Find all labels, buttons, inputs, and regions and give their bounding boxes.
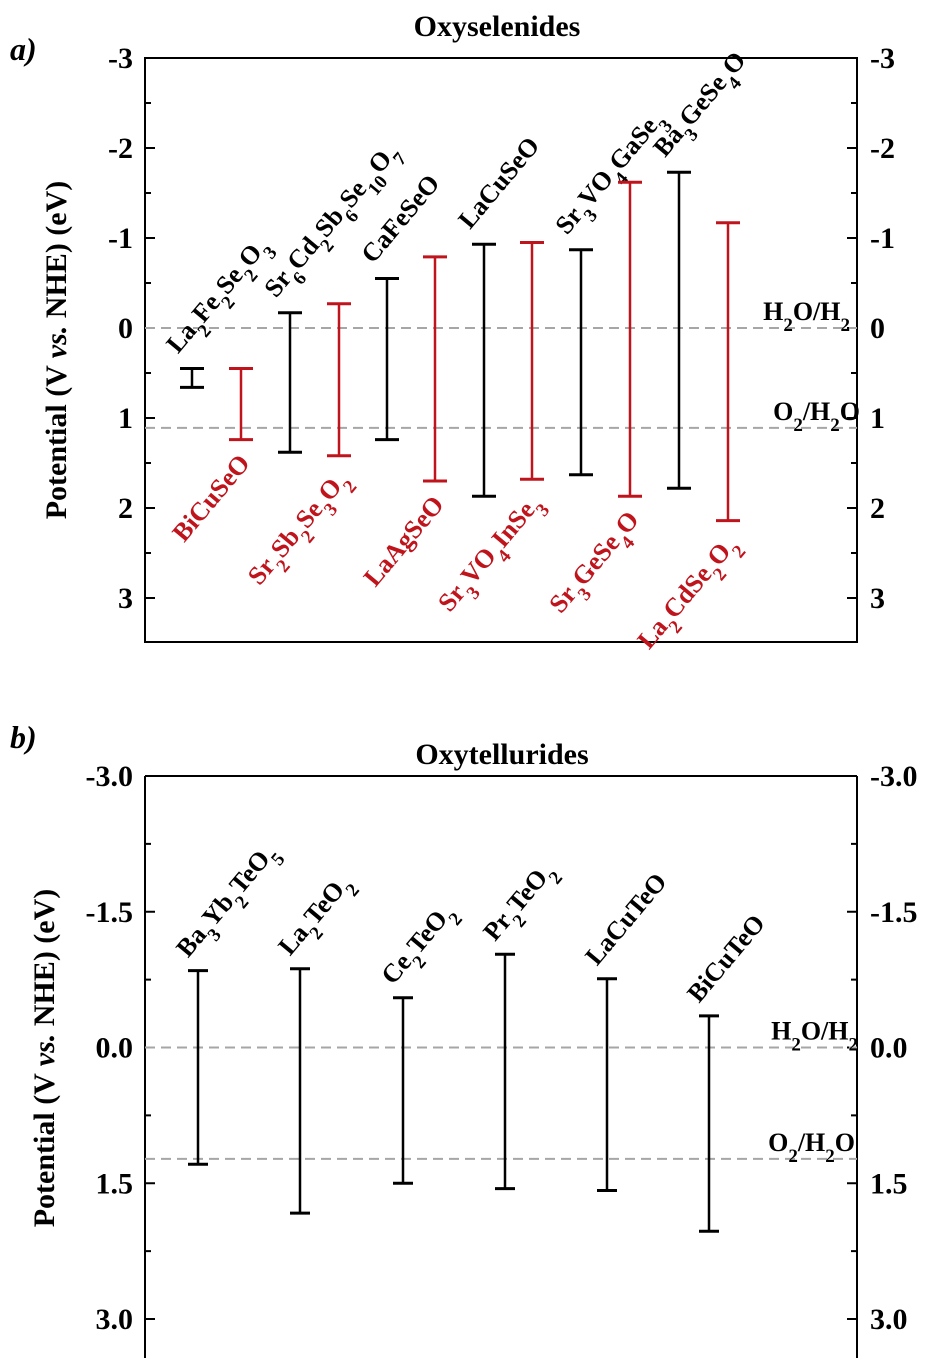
- panel-a-title: Oxyselenides: [414, 10, 581, 43]
- panel-b-y-axis-label: Potential (V vs. NHE) (eV): [28, 889, 61, 1228]
- y-tick-label-right: -3: [870, 42, 895, 75]
- y-tick-label-right: -2: [870, 132, 895, 165]
- band-bar-pr2teo2: Pr2TeO2: [477, 856, 567, 1191]
- panel-b-reference-lines: H2O/H2 O2/H2O: [145, 1017, 858, 1167]
- y-tick-label-right: 2: [870, 492, 885, 525]
- band-bar-sr3gese4o: Sr3GeSe4O: [543, 180, 652, 625]
- band-bar-sr2sb2se3o2: Sr2Sb2Se3O2: [242, 302, 361, 596]
- panel-b-y-ticks: -3.0 -3.0 -1.5 -1.5 0.0 0.0 1.5 1.5 3.0 3.0: [86, 760, 918, 1336]
- band-bar-la2cdse2o2: La2CdSe2O2: [631, 221, 750, 661]
- y-tick-label-right: 1: [870, 402, 885, 435]
- o2-h2o-label: O2/H2O: [768, 1128, 855, 1167]
- material-label-lacuseo: LaCuSeO: [452, 131, 545, 234]
- h2o-h2-label: H2O/H2: [771, 1017, 858, 1056]
- band-bar-ba3yb2teo5: Ba3Yb2TeO5: [170, 837, 289, 1166]
- band-bar-la2fe2se2o3: La2Fe2Se2O3: [160, 231, 281, 389]
- y-tick-label-right: -1: [870, 222, 895, 255]
- y-tick-label-right: -1.5: [870, 896, 918, 929]
- material-label-sr3gese4o: Sr3GeSe4O: [543, 506, 652, 625]
- material-label-bicuteo: BiCuTeO: [681, 909, 770, 1008]
- panel-a-reference-lines: H2O/H2 O2/H2O: [145, 297, 860, 435]
- y-tick-label-left: 3.0: [96, 1303, 134, 1336]
- y-tick-label-left: 1: [118, 402, 133, 435]
- band-bar-cafeseo: CaFeSeO: [355, 169, 445, 442]
- y-tick-label-right: 0.0: [870, 1032, 908, 1065]
- y-tick-label-left: -1.5: [86, 896, 134, 929]
- y-tick-label-right: 3.0: [870, 1303, 908, 1336]
- y-tick-label-right: -3.0: [870, 760, 918, 793]
- panel-b-title: Oxytellurides: [415, 738, 588, 771]
- panel-a-band-bars: La2Fe2Se2O3 BiCuSeOSr6Cd2Sb6Se10O7Sr2Sb2S…: [160, 46, 758, 661]
- band-bar-ce2teo2: Ce2TeO2: [375, 897, 467, 1185]
- y-tick-label-left: -2: [108, 132, 133, 165]
- band-bar-sr6cd2sb6se10o7: Sr6Cd2Sb6Se10O7: [258, 145, 411, 454]
- band-bar-bicuseo: BiCuSeO: [167, 367, 256, 547]
- band-bar-lacuteo: LaCuTeO: [579, 867, 672, 1192]
- panel-b-oxytellurides: b) Oxytellurides Potential (V vs. NHE) (…: [10, 719, 918, 1358]
- panel-b-label: b): [10, 719, 37, 755]
- material-label-ce2teo2: Ce2TeO2: [375, 897, 466, 995]
- y-tick-label-left: -3: [108, 42, 133, 75]
- y-tick-label-right: 0: [870, 312, 885, 345]
- o2-h2o-label: O2/H2O: [773, 397, 860, 436]
- band-bar-sr3vo4inse3: Sr3VO4InSe3: [432, 241, 554, 623]
- panel-a-y-axis-label: Potential (V vs. NHE) (eV): [40, 181, 73, 520]
- material-label-la2teo2: La2TeO2: [272, 868, 363, 966]
- y-tick-label-right: 1.5: [870, 1167, 908, 1200]
- y-tick-label-left: 1.5: [96, 1167, 134, 1200]
- y-tick-label-left: 3: [118, 582, 133, 615]
- y-tick-label-left: -3.0: [86, 760, 134, 793]
- material-label-lacuteo: LaCuTeO: [579, 867, 672, 970]
- y-tick-label-left: -1: [108, 222, 133, 255]
- band-bar-bicuteo: BiCuTeO: [681, 909, 771, 1233]
- panel-a-y-ticks: -3 -3 -2 -2 -1 -1 0 0 1 1 2 2 3 3: [108, 42, 895, 615]
- band-bar-la2teo2: La2TeO2: [272, 868, 364, 1215]
- material-label-la2fe2se2o3: La2Fe2Se2O3: [160, 231, 281, 365]
- material-label-sr3vo4inse3: Sr3VO4InSe3: [432, 488, 554, 623]
- material-label-ba3gese4o: Ba3GeSe4O: [647, 46, 758, 168]
- y-tick-label-right: 3: [870, 582, 885, 615]
- band-bar-laagseo: LaAgSeO: [358, 255, 450, 592]
- y-tick-label-left: 0.0: [96, 1032, 134, 1065]
- band-bar-sr3vo4gase3: Sr3VO4GaSe3: [549, 104, 677, 477]
- panel-a-label: a): [10, 31, 37, 67]
- band-bar-ba3gese4o: Ba3GeSe4O: [647, 46, 758, 490]
- panel-a-plot-frame: [144, 57, 858, 643]
- material-label-ba3yb2teo5: Ba3Yb2TeO5: [170, 837, 289, 968]
- material-label-laagseo: LaAgSeO: [358, 490, 450, 592]
- material-label-bicuseo: BiCuSeO: [167, 449, 256, 547]
- material-label-pr2teo2: Pr2TeO2: [477, 856, 566, 952]
- material-label-sr2sb2se3o2: Sr2Sb2Se3O2: [242, 465, 361, 596]
- h2o-h2-label: H2O/H2: [763, 297, 850, 336]
- panel-a-oxyselenides: a) Oxyselenides Potential (V vs. NHE) (e…: [10, 10, 895, 661]
- material-label-la2cdse2o2: La2CdSe2O2: [631, 530, 749, 661]
- material-label-sr3vo4gase3: Sr3VO4GaSe3: [549, 104, 676, 245]
- y-tick-label-left: 2: [118, 492, 133, 525]
- y-tick-label-left: 0: [118, 312, 133, 345]
